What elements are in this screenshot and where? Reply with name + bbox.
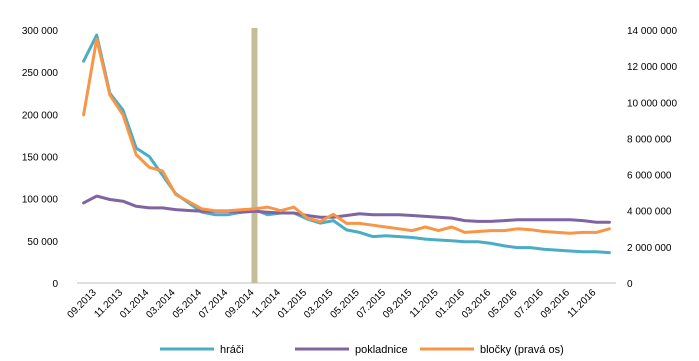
period-marker-bar [251, 28, 258, 283]
x-tick-label: 09.2015 [381, 287, 415, 321]
series-line-pokladnice [82, 194, 611, 224]
y2-tick-label: 12 000 000 [627, 62, 677, 73]
legend-label: hráči [220, 344, 244, 356]
legend-label: pokladnice [355, 344, 408, 356]
x-axis: 09.201311.201301.201403.201405.201407.20… [65, 287, 598, 321]
x-tick-label: 09.2013 [65, 287, 99, 321]
y2-tick-label: 2 000 000 [627, 243, 672, 254]
legend: hráči pokladnice bločky (pravá os) [160, 344, 564, 356]
y2-tick-label: 6 000 000 [627, 171, 672, 182]
plot-area [77, 28, 616, 284]
y-tick-label: 250 000 [22, 68, 59, 79]
y-tick-label: 0 [52, 279, 58, 290]
y-axis-left: 0 50 000 100 000 150 000 200 000 250 000 300 0… [22, 26, 59, 290]
y2-tick-label: 14 000 000 [627, 26, 677, 37]
x-tick-label: 09.2016 [539, 287, 573, 321]
series-line-blocky-prava-os [82, 37, 611, 235]
y2-tick-label: 4 000 000 [627, 207, 672, 218]
y-axis-right: 0 2 000 000 4 000 000 6 000 000 8 000 000 10 … [627, 26, 677, 290]
legend-label: bločky (pravá os) [480, 344, 564, 356]
y-tick-label: 100 000 [22, 195, 59, 206]
x-tick-label: 09.2014 [223, 287, 257, 321]
y-tick-label: 50 000 [27, 237, 58, 248]
y-tick-label: 150 000 [22, 153, 59, 164]
series-lines [82, 33, 611, 255]
y2-tick-label: 8 000 000 [627, 134, 672, 145]
y-tick-label: 200 000 [22, 110, 59, 121]
x-tick-label: 11.2016 [566, 287, 599, 320]
y2-tick-label: 10 000 000 [627, 98, 677, 109]
y2-tick-label: 0 [627, 279, 633, 290]
y-tick-label: 300 000 [22, 26, 59, 37]
